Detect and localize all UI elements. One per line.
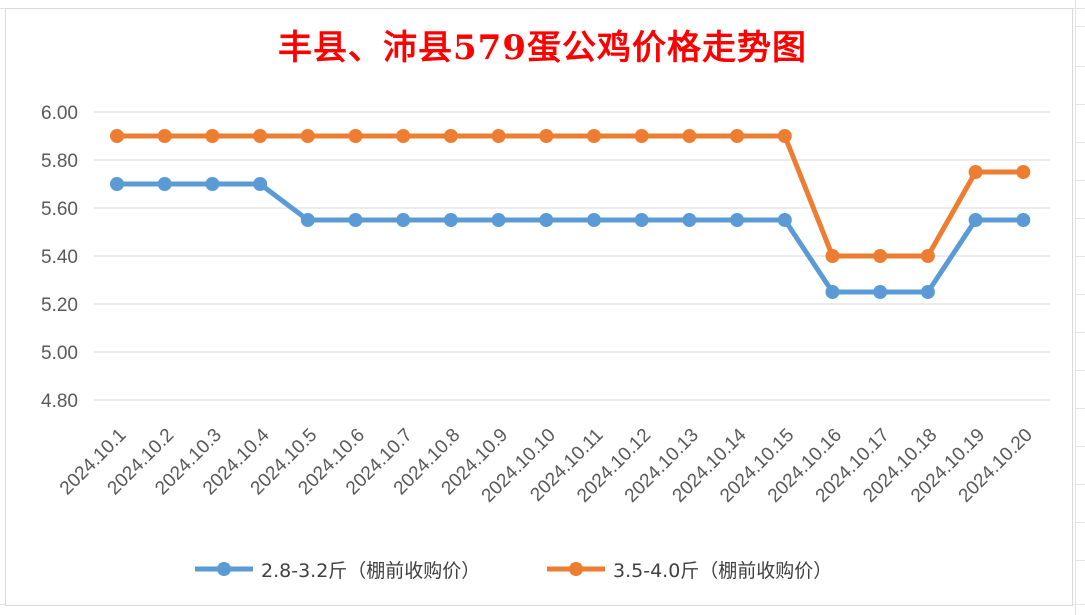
data-point-series-1	[491, 213, 506, 227]
legend-item-series-1[interactable]: 2.8-3.2斤（棚前收购价）	[193, 553, 480, 585]
chart-area[interactable]	[5, 8, 1073, 606]
data-point-series-2	[348, 129, 363, 143]
data-point-series-2	[730, 129, 745, 143]
data-point-series-1	[300, 213, 315, 227]
data-point-series-2	[587, 129, 601, 143]
data-point-series-2	[634, 129, 649, 143]
series-line-2	[114, 133, 1026, 259]
data-point-series-2	[920, 249, 935, 263]
data-point-series-1	[157, 177, 172, 191]
y-tick-label: 5.00	[41, 343, 78, 364]
data-point-series-2	[443, 129, 458, 143]
data-point-series-2	[396, 129, 411, 143]
legend-item-series-2[interactable]: 3.5-4.0斤（棚前收购价）	[545, 553, 832, 585]
data-point-series-2	[825, 249, 840, 263]
data-point-series-1	[587, 213, 601, 227]
legend-label-series-1: 2.8-3.2斤（棚前收购价）	[261, 559, 481, 582]
data-point-series-2	[157, 129, 172, 143]
y-tick-label: 5.60	[41, 199, 78, 220]
data-point-series-1	[825, 285, 840, 299]
data-point-series-1	[253, 177, 268, 191]
data-point-series-1	[396, 213, 411, 227]
data-point-series-2	[873, 249, 888, 263]
y-tick-label: 5.40	[41, 247, 78, 268]
data-point-series-1	[968, 213, 983, 227]
data-point-series-1	[873, 285, 888, 299]
data-point-series-2	[682, 129, 697, 143]
legend-label-series-2: 3.5-4.0斤（棚前收购价）	[613, 559, 833, 582]
data-point-series-2	[491, 129, 506, 143]
data-point-series-1	[1016, 213, 1031, 227]
data-point-series-1	[205, 177, 220, 191]
data-point-series-1	[539, 213, 554, 227]
data-point-series-2	[253, 129, 268, 143]
data-point-series-2	[777, 129, 792, 143]
y-tick-label: 6.00	[41, 103, 78, 124]
data-point-series-1	[443, 213, 458, 227]
data-point-series-2	[1016, 165, 1031, 179]
y-tick-label: 4.80	[41, 391, 78, 412]
data-point-series-1	[682, 213, 697, 227]
data-point-series-2	[968, 165, 983, 179]
data-point-series-2	[205, 129, 220, 143]
chart-title: 丰县、沛县579蛋公鸡价格走势图	[278, 28, 807, 68]
y-tick-label: 5.20	[41, 295, 78, 316]
data-point-series-1	[730, 213, 745, 227]
data-point-series-1	[920, 285, 935, 299]
legend-marker-series-2	[547, 562, 605, 576]
y-tick-label: 5.80	[41, 151, 78, 172]
legend-marker-series-1	[195, 562, 253, 576]
series-line-1	[114, 181, 1026, 295]
data-point-series-2	[110, 129, 124, 143]
data-point-series-1	[110, 177, 124, 191]
data-point-series-1	[348, 213, 363, 227]
data-point-series-2	[300, 129, 315, 143]
data-point-series-2	[539, 129, 554, 143]
data-point-series-1	[777, 213, 792, 227]
data-point-series-1	[634, 213, 649, 227]
chart-legend: 2.8-3.2斤（棚前收购价） 3.5-4.0斤（棚前收购价）	[0, 553, 1085, 585]
